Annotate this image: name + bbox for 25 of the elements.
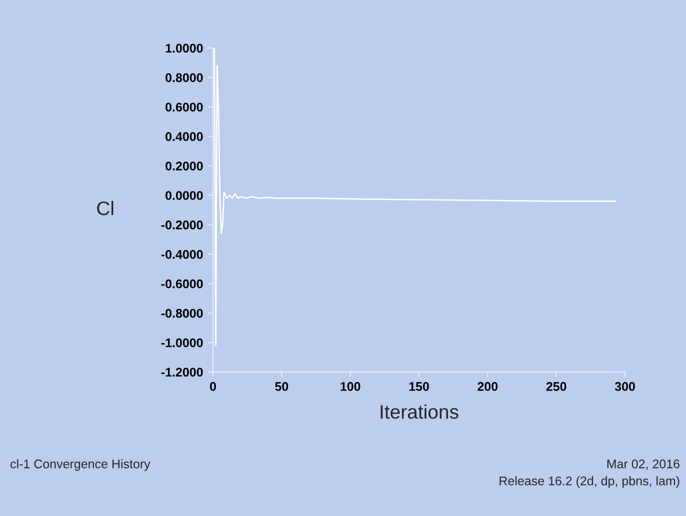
- x-tick-label: 250: [546, 382, 566, 391]
- y-tick-label: 0.2000: [166, 162, 203, 170]
- x-tick-label: 200: [478, 382, 498, 391]
- y-tick-label: -1.0000: [161, 338, 203, 348]
- x-tick-label: 0: [210, 382, 216, 391]
- x-axis-title: Iterations: [380, 404, 458, 419]
- y-tick-label: 0.8000: [166, 73, 203, 82]
- y-tick-label: -0.8000: [161, 308, 203, 318]
- line-series: [214, 48, 616, 346]
- y-axis-title: Cl: [97, 200, 114, 216]
- x-tick-label: 300: [614, 382, 635, 391]
- y-tick-label: -0.4000: [161, 250, 203, 259]
- x-tick-label: 50: [275, 382, 288, 391]
- y-tick-label: 1.0000: [166, 44, 203, 53]
- y-tick-label: -1.2000: [161, 368, 203, 377]
- x-tick-label: 100: [340, 382, 360, 391]
- y-tick-label: 0.0000: [166, 191, 203, 200]
- text: cl-1 Convergence History: [10, 459, 150, 471]
- y-tick-label: 0.4000: [166, 132, 203, 142]
- y-tick-label: 0.6000: [166, 102, 203, 112]
- x-tick-label: 150: [409, 382, 429, 391]
- text: Release 16.2 (2d, dp, pbns, lam): [500, 476, 680, 488]
- y-tick-label: -0.6000: [161, 279, 203, 288]
- text: Mar 02, 2016: [607, 460, 680, 470]
- y-tick-label: -0.2000: [161, 220, 203, 230]
